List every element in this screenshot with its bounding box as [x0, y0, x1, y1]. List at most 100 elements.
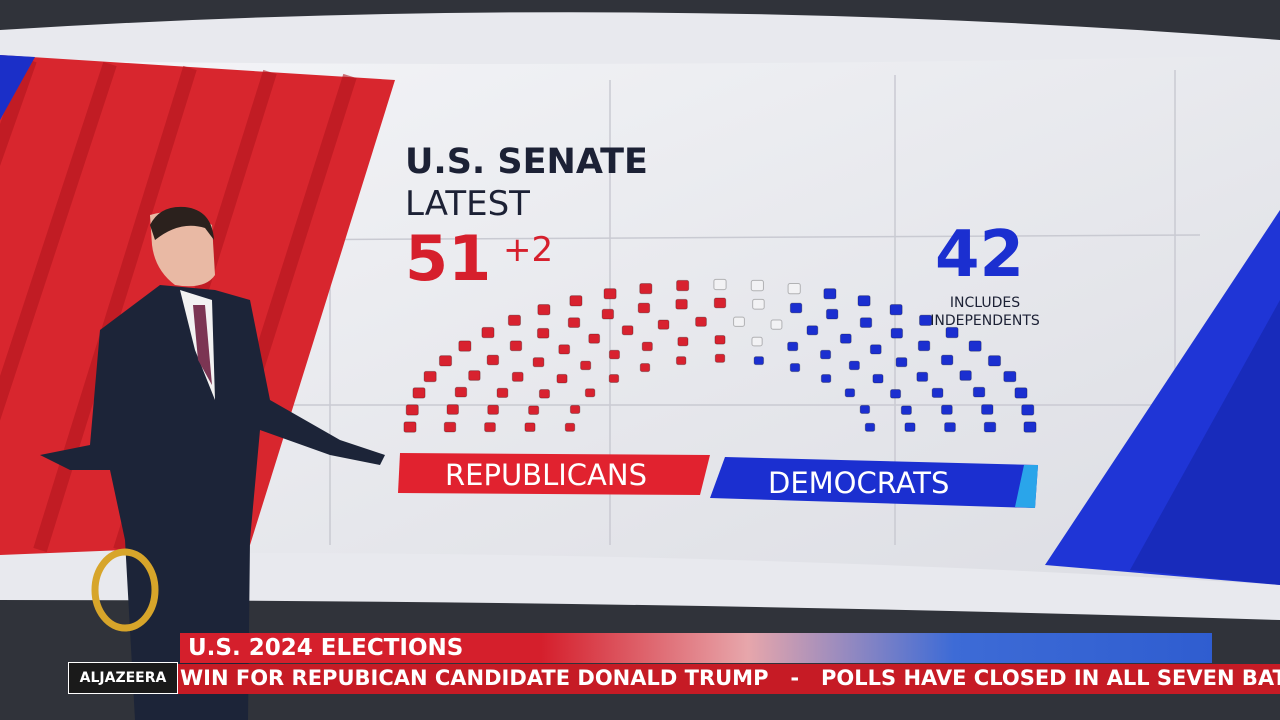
- seat: [825, 308, 839, 320]
- seat: [940, 354, 954, 366]
- seat: [556, 373, 568, 384]
- seat: [639, 282, 653, 295]
- seat: [569, 404, 581, 414]
- seat: [536, 327, 550, 339]
- seat: [968, 340, 982, 352]
- seat: [983, 421, 997, 433]
- seat: [468, 370, 481, 381]
- seat: [507, 314, 522, 327]
- seat: [981, 404, 994, 415]
- democrat-label: DEMOCRATS: [768, 466, 950, 500]
- seat: [588, 333, 601, 344]
- seat: [859, 317, 873, 329]
- seat: [601, 308, 615, 320]
- seat: [789, 302, 803, 314]
- seat: [458, 340, 472, 352]
- seat: [454, 386, 468, 398]
- seat: [1023, 421, 1037, 433]
- seat: [944, 422, 956, 433]
- seat: [895, 357, 908, 368]
- republican-change: +2: [503, 230, 554, 270]
- seat: [695, 316, 707, 327]
- seat: [524, 422, 536, 433]
- seat: [819, 349, 832, 360]
- seat: [675, 298, 688, 310]
- democrat-note: INCLUDES INDEPENDENTS: [930, 295, 1040, 329]
- seat: [820, 373, 832, 384]
- seat: [481, 326, 495, 339]
- democrat-seat-count: 42: [935, 218, 1025, 292]
- seat: [787, 282, 801, 295]
- seat: [733, 316, 745, 327]
- seat: [750, 279, 764, 292]
- seat: [713, 278, 727, 291]
- seat: [484, 422, 496, 433]
- seat: [848, 360, 860, 371]
- republican-label: REPUBLICANS: [445, 458, 647, 492]
- seat: [770, 319, 783, 330]
- seat: [1021, 404, 1035, 416]
- seat: [869, 344, 882, 355]
- headline: U.S. 2024 ELECTIONS: [188, 635, 464, 661]
- seat: [889, 304, 903, 316]
- seat: [916, 371, 929, 382]
- seat: [509, 340, 523, 352]
- seat: [972, 386, 986, 398]
- seat: [1003, 370, 1017, 383]
- seat: [537, 304, 551, 316]
- seat: [787, 341, 799, 352]
- seat: [806, 325, 819, 336]
- seat: [675, 356, 687, 366]
- seat: [917, 340, 931, 352]
- seat: [569, 295, 583, 307]
- seat: [889, 388, 902, 399]
- seat: [864, 422, 876, 432]
- seat: [558, 344, 571, 355]
- seat: [564, 422, 576, 432]
- seat: [603, 288, 617, 300]
- seat: [621, 325, 634, 336]
- seat: [584, 388, 596, 398]
- screen-title: U.S. SENATE: [405, 142, 648, 182]
- channel-logo: ALJAZEERA: [68, 662, 178, 694]
- seat: [839, 333, 852, 344]
- seat: [580, 360, 592, 371]
- seat: [487, 404, 500, 415]
- seat: [532, 357, 545, 368]
- seat: [753, 356, 765, 366]
- seat: [608, 349, 621, 360]
- seat: [423, 370, 437, 383]
- seat: [987, 355, 1002, 367]
- seat: [789, 362, 801, 373]
- seat: [940, 404, 953, 415]
- seat: [1014, 387, 1028, 399]
- seat: [528, 405, 540, 416]
- seat: [639, 362, 651, 373]
- seat: [890, 327, 904, 339]
- seat: [714, 335, 726, 345]
- seat: [405, 404, 419, 416]
- ticker-bar: WIN FOR REPUBICAN CANDIDATE DONALD TRUMP…: [68, 664, 1280, 694]
- seat: [823, 288, 837, 300]
- seat: [713, 297, 727, 309]
- seat: [872, 373, 884, 384]
- seat: [714, 353, 726, 363]
- seat: [403, 421, 417, 433]
- seat: [496, 387, 509, 398]
- seat: [637, 302, 651, 314]
- seat: [641, 341, 653, 352]
- seat: [511, 371, 524, 382]
- seat: [676, 279, 690, 292]
- seat: [859, 404, 871, 414]
- seat: [538, 388, 551, 399]
- seat: [752, 298, 765, 310]
- seat: [918, 314, 933, 327]
- seat: [904, 422, 916, 433]
- seat: [446, 404, 459, 415]
- seat: [900, 405, 912, 416]
- seat: [438, 355, 453, 367]
- seat: [857, 295, 871, 307]
- seat: [945, 326, 959, 339]
